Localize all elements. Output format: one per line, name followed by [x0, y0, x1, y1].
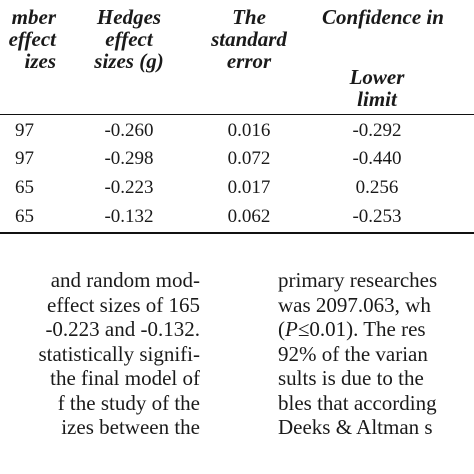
table-bottom-rule: [0, 232, 474, 234]
header-lower-limit: Lower limit: [322, 66, 432, 110]
table-row: 65 -0.132 0.062 -0.253: [0, 206, 474, 228]
right-text-line: was 2097.063, wh: [278, 292, 431, 317]
p-symbol: P: [285, 317, 298, 341]
cell-lower-limit: -0.253: [352, 206, 402, 227]
header-hedges-line-2: effect: [105, 27, 153, 51]
header-hedges-line-1: Hedges: [96, 5, 162, 29]
cell-hedges-g: -0.132: [104, 206, 154, 227]
cell-hedges-g: -0.298: [104, 148, 154, 169]
right-text-line: bles that according: [278, 390, 437, 415]
left-text-line: izes between the: [61, 415, 200, 439]
right-text-line: sults is due to the: [278, 366, 424, 390]
p-prefix: (: [278, 317, 285, 341]
header-hedges: Hedges effect sizes (g): [74, 6, 184, 72]
header-se-line-3: error: [226, 49, 272, 73]
right-text-line: primary researches: [278, 268, 438, 292]
cell-number: 65: [15, 206, 34, 227]
cell-standard-error: 0.062: [227, 206, 271, 227]
table-row: 97 -0.298 0.072 -0.440: [0, 148, 474, 170]
cell-standard-error: 0.017: [227, 177, 271, 198]
cell-lower-limit: -0.440: [352, 148, 402, 169]
header-se-line-2: standard: [211, 27, 287, 51]
header-bottom-rule: [0, 114, 474, 115]
cell-hedges-g: -0.223: [104, 177, 154, 198]
left-text-line: and random mod-: [50, 268, 200, 292]
left-text-line: effect sizes of 165: [47, 292, 200, 317]
right-text-line: 92% of the varian: [278, 341, 428, 366]
left-text-line: statistically signifi-: [38, 341, 200, 366]
table-row: 65 -0.223 0.017 0.256: [0, 177, 474, 199]
left-text-line: f the study of the: [57, 390, 200, 415]
header-se-line-1: The: [232, 5, 266, 29]
header-number-line-1: mber: [11, 5, 56, 29]
header-lower-line-2: limit: [357, 87, 397, 111]
left-text-line: -0.223 and -0.132.: [45, 317, 200, 341]
header-hedges-line-3: sizes (g): [94, 49, 164, 73]
header-number-effect-sizes: mber effect izes: [0, 6, 56, 72]
right-text-line-p-value: (P≤0.01). The res: [278, 317, 474, 342]
left-text-line: the final model of: [50, 366, 200, 390]
left-text-column: and random mod- effect sizes of 165 -0.2…: [0, 268, 200, 440]
cell-standard-error: 0.016: [227, 120, 271, 141]
table-row: 97 -0.260 0.016 -0.292: [0, 120, 474, 142]
cell-hedges-g: -0.260: [104, 120, 154, 141]
header-lower-line-1: Lower: [349, 65, 405, 89]
header-number-line-2: effect: [8, 27, 56, 51]
header-confidence-interval: Confidence in: [322, 5, 444, 29]
header-standard-error: The standard error: [194, 6, 304, 72]
cell-number: 65: [15, 177, 34, 198]
cell-number: 97: [15, 120, 34, 141]
cell-lower-limit: -0.292: [352, 120, 402, 141]
header-number-line-3: izes: [24, 49, 57, 73]
cell-lower-limit: 0.256: [355, 177, 399, 198]
cell-number: 97: [15, 148, 34, 169]
cell-standard-error: 0.072: [227, 148, 271, 169]
p-rest: ≤0.01). The res: [297, 317, 426, 341]
right-text-line: Deeks & Altman s: [278, 415, 433, 439]
right-text-column: primary researches was 2097.063, wh (P≤0…: [278, 268, 474, 440]
